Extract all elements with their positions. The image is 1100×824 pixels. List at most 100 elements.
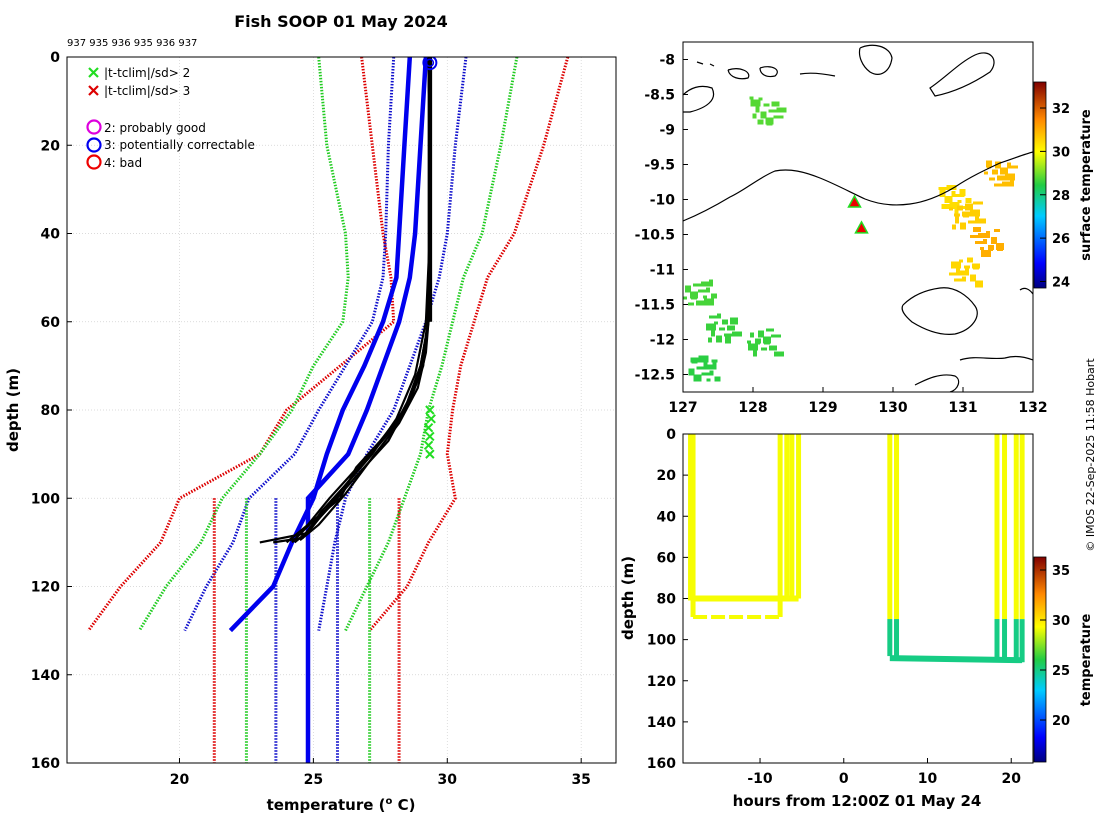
ship-positions	[847, 194, 869, 234]
sst-pixel	[986, 231, 990, 238]
hov-colorbar	[1033, 556, 1047, 763]
profile-ytick-label: 120	[31, 580, 60, 596]
sst-pixel	[719, 327, 725, 331]
profile-ytick-label: 20	[41, 138, 61, 154]
hov-ytick-label: 120	[647, 674, 676, 690]
profile-xlabel: temperature (o C)	[267, 796, 416, 814]
sst-pixel	[951, 261, 961, 269]
sst-pixel	[941, 204, 950, 209]
map-panel: 127 128 129 130 131 132 -8 -8.5 -9 -9.5 -10 -10.5 -1…	[635, 41, 1094, 417]
hov-xtick-label: -10	[747, 771, 773, 787]
legend-label-sd2: |t-tclim|/sd> 2	[104, 66, 190, 80]
sst-pixel	[946, 185, 957, 190]
sst-pixel	[711, 359, 718, 363]
sst-pixel	[708, 337, 712, 343]
sst-pixel	[725, 336, 731, 344]
sst-pixel	[983, 239, 987, 244]
sst-pixel	[755, 105, 760, 113]
sst-pixel	[962, 211, 970, 217]
flag-x-mark	[423, 422, 434, 433]
profile-ytick-label: 40	[41, 227, 61, 243]
sst-pixel	[954, 213, 960, 217]
sst-pixel	[949, 272, 957, 276]
sst-pixel	[701, 281, 711, 287]
sst-pixel	[1010, 179, 1014, 187]
sst-pixel	[975, 280, 983, 288]
sst-pixel	[747, 340, 751, 344]
map-ytick-label: -9	[659, 123, 675, 139]
sst-pixel	[957, 200, 962, 203]
legend-label-sd3: |t-tclim|/sd> 3	[104, 84, 190, 98]
sst-pixel	[748, 343, 758, 351]
sst-pixel	[981, 250, 991, 257]
profile-ytick-label: 160	[31, 756, 60, 772]
sst-pixel	[693, 283, 701, 287]
temperature-profiles	[259, 57, 433, 544]
legend-label-bad: 4: bad	[104, 156, 142, 170]
sst-pixel	[994, 183, 1002, 187]
flag-x-mark	[425, 405, 435, 415]
sst-pixel	[691, 360, 698, 364]
sst-pixel	[750, 332, 754, 338]
hov-ytick-label: 20	[657, 468, 677, 484]
sst-pixel	[730, 317, 738, 325]
map-colorbar-label: surface temperature	[1079, 109, 1094, 261]
sst-pixel	[761, 347, 767, 351]
sst-pixel	[696, 366, 705, 370]
sst-pixel	[773, 115, 784, 119]
sst-pixel	[954, 208, 959, 215]
map-axis-ticks: 127 128 129 130 131 132 -8 -8.5 -9 -9.5 -10 -10.5 -1…	[635, 53, 1048, 417]
hov-ytick-label: 140	[647, 715, 676, 731]
sst-pixel	[766, 328, 774, 332]
sst-pixel	[764, 339, 770, 345]
sst-pixel	[975, 241, 985, 244]
depth-time-panel: -10 0 10 20 0 20 40 60 80 100 120 140 160 hours from…	[619, 427, 1094, 810]
sst-pixel	[685, 285, 691, 293]
profile-panel: 20 25 30 35 0 20 40 60 80 100 120 140 160 Fish SOOP …	[4, 12, 617, 814]
hov-colorbar-tick-label: 25	[1052, 664, 1070, 679]
sst-pixel	[769, 345, 777, 351]
sst-pixel	[760, 111, 767, 119]
ship-position-marker	[854, 220, 869, 234]
flag-circle	[422, 57, 438, 71]
sst-pixel	[995, 161, 1001, 169]
sst-pixel	[701, 372, 712, 376]
sst-pixel	[683, 296, 687, 300]
sst-pixel	[763, 103, 770, 107]
profile-ids: 937 935 936 935 936 937	[67, 38, 197, 49]
sst-pixel	[988, 245, 994, 250]
map-ytick-label: -9.5	[644, 158, 675, 174]
sst-pixel	[716, 335, 722, 343]
flag-x-mark	[425, 431, 435, 442]
sst-pixel	[962, 276, 966, 282]
sst-pixel	[973, 201, 983, 205]
ship-position-marker	[847, 194, 862, 208]
hov-ytick-label: 60	[657, 550, 677, 566]
map-ytick-label: -11.5	[635, 298, 675, 314]
sst-pixel	[1007, 162, 1011, 168]
hov-colorbar-tick-label: 20	[1052, 714, 1070, 729]
sst-pixel	[949, 202, 960, 209]
sst-pixel	[960, 222, 966, 230]
sst-pixel	[989, 248, 993, 251]
map-colorbar	[1033, 81, 1047, 289]
map-ytick-label: -12.5	[635, 368, 675, 384]
clim-mean-minus-3sd	[87, 57, 396, 632]
sst-pixel	[955, 216, 959, 224]
sst-pixel	[972, 263, 980, 269]
sst-pixel	[984, 171, 988, 175]
legend-label-potentially-correctable: 3: potentially correctable	[104, 138, 255, 152]
sst-pixel	[706, 378, 711, 382]
sst-pixel	[965, 203, 973, 211]
sst-pixel	[711, 329, 715, 337]
map-xtick-label: 127	[668, 400, 697, 416]
sst-pixel	[722, 319, 728, 325]
sst-pixel	[771, 334, 781, 338]
sst-pixel	[753, 349, 757, 357]
sst-pixel	[709, 279, 713, 287]
sst-pixel	[703, 295, 707, 299]
sst-pixel	[991, 237, 997, 244]
sst-pixel	[994, 229, 1000, 232]
flag-x-mark	[425, 449, 435, 459]
sst-pixel	[1002, 181, 1012, 187]
